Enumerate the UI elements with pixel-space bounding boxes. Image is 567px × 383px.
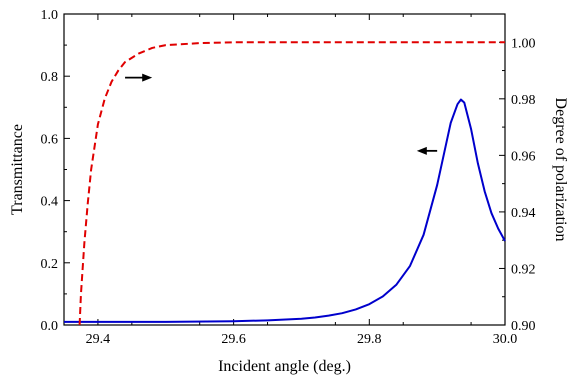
transmittance-line <box>64 98 506 323</box>
x-tick-label: 29.6 <box>221 332 246 347</box>
plot-area-border <box>63 13 506 326</box>
y-left-tick-label: 1.0 <box>41 8 59 23</box>
ticks-group: 29.4 29.6 29.8 30.0 0.0 0.2 0.4 0.6 0.8 1.0 0.90 0.… <box>41 8 536 347</box>
x-tick-label: 29.4 <box>86 332 111 347</box>
arrow-left-head <box>416 146 427 155</box>
x-tick-label: 29.8 <box>357 332 382 347</box>
y-right-tick-label: 1.00 <box>511 36 536 51</box>
x-tick-label: 30.0 <box>493 332 518 347</box>
annotations-group <box>125 73 438 155</box>
y-right-tick-label: 0.92 <box>511 262 536 277</box>
x-axis-title: Incident angle (deg.) <box>218 358 351 375</box>
y-axis-right-title: Degree of polarization <box>552 98 567 242</box>
plot-frame <box>63 13 506 326</box>
y-left-tick-label: 0.8 <box>41 70 59 85</box>
arrow-right-head <box>142 73 153 82</box>
series-group <box>64 41 506 326</box>
y-axis-left-title: Transmittance <box>9 124 26 215</box>
y-left-tick-label: 0.2 <box>41 257 59 272</box>
y-right-tick-label: 0.98 <box>511 93 536 108</box>
y-left-tick-label: 0.6 <box>41 132 59 147</box>
y-left-tick-label: 0.0 <box>41 319 59 334</box>
y-right-tick-label: 0.96 <box>511 149 536 164</box>
y-left-tick-label: 0.4 <box>41 195 59 210</box>
y-right-tick-label: 0.90 <box>511 319 536 334</box>
y-right-tick-label: 0.94 <box>511 206 536 221</box>
polarization-dashed-line <box>78 41 505 326</box>
